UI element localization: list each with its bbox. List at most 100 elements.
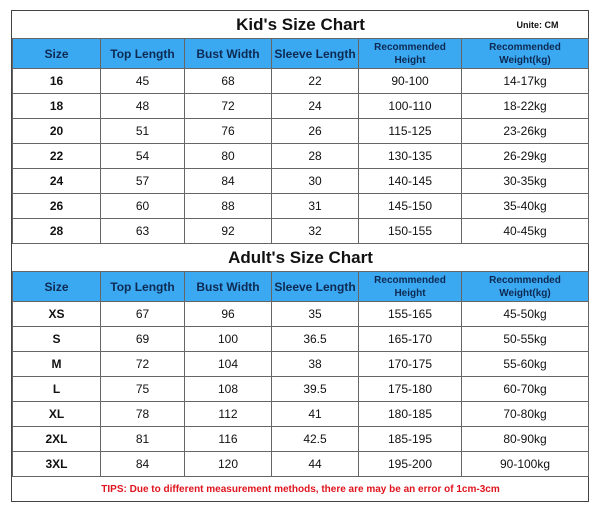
title-text: Kid's Size Chart bbox=[236, 14, 365, 34]
tips-row: TIPS: Due to different measurement metho… bbox=[12, 476, 589, 501]
data-cell: 60 bbox=[100, 193, 185, 219]
data-cell: 170-175 bbox=[358, 351, 462, 377]
header-cell: Sleeve Length bbox=[271, 38, 359, 69]
data-cell: 195-200 bbox=[358, 451, 462, 477]
data-cell: 72 bbox=[100, 351, 185, 377]
data-row: S 69 100 36.5 165-170 50-55kg bbox=[12, 326, 590, 352]
data-cell: 69 bbox=[100, 326, 185, 352]
header-text: Bust Width bbox=[196, 46, 260, 61]
data-cell: 38 bbox=[271, 351, 359, 377]
header-row: Size Top Length Bust Width Sleeve Length Rec… bbox=[12, 38, 590, 69]
data-cell: 63 bbox=[100, 218, 185, 244]
data-cell: 3XL bbox=[12, 451, 101, 477]
data-row: 26 60 88 31 145-150 35-40kg bbox=[12, 193, 590, 219]
data-cell: 45-50kg bbox=[460, 301, 590, 327]
data-cell: 50-55kg bbox=[460, 326, 590, 352]
data-cell: 112 bbox=[184, 401, 272, 427]
data-cell: 75 bbox=[100, 376, 185, 402]
data-cell: 90-100 bbox=[358, 68, 462, 94]
header-cell: Bust Width bbox=[184, 38, 272, 69]
data-cell: 70-80kg bbox=[460, 401, 590, 427]
data-cell: 55-60kg bbox=[460, 351, 590, 377]
data-cell: 104 bbox=[184, 351, 272, 377]
data-cell: XL bbox=[12, 401, 101, 427]
header-text: Top Length bbox=[110, 46, 175, 61]
data-cell: 45 bbox=[100, 68, 185, 94]
data-cell: 100 bbox=[184, 326, 272, 352]
header-text: Bust Width bbox=[196, 279, 260, 294]
header-cell: Recommended Height bbox=[358, 271, 462, 302]
data-cell: 22 bbox=[271, 68, 359, 94]
header-text: Top Length bbox=[110, 279, 175, 294]
unit-label: Unite: CM bbox=[516, 20, 559, 30]
data-cell: 18-22kg bbox=[460, 93, 590, 119]
data-cell: 48 bbox=[100, 93, 185, 119]
data-cell: 67 bbox=[100, 301, 185, 327]
data-cell: 35-40kg bbox=[460, 193, 590, 219]
data-cell: 22 bbox=[12, 143, 101, 169]
data-cell: 90-100kg bbox=[460, 451, 590, 477]
data-row: 18 48 72 24 100-110 18-22kg bbox=[12, 93, 590, 119]
data-cell: 14-17kg bbox=[460, 68, 590, 94]
data-cell: 84 bbox=[184, 168, 272, 194]
data-cell: 26 bbox=[12, 193, 101, 219]
table-body: Kid's Size Chart Unite: CM Size Top Length B… bbox=[12, 11, 590, 501]
data-cell: 41 bbox=[271, 401, 359, 427]
data-row: M 72 104 38 170-175 55-60kg bbox=[12, 351, 590, 377]
data-cell: 26 bbox=[271, 118, 359, 144]
header-text: Recommended Weight(kg) bbox=[489, 274, 561, 299]
data-cell: 60-70kg bbox=[460, 376, 590, 402]
data-cell: 24 bbox=[271, 93, 359, 119]
data-row: 28 63 92 32 150-155 40-45kg bbox=[12, 218, 590, 244]
data-cell: 76 bbox=[184, 118, 272, 144]
data-cell: 57 bbox=[100, 168, 185, 194]
data-cell: 39.5 bbox=[271, 376, 359, 402]
data-cell: 80 bbox=[184, 143, 272, 169]
data-cell: 26-29kg bbox=[460, 143, 590, 169]
header-text: Recommended Height bbox=[374, 274, 446, 299]
header-text: Sleeve Length bbox=[274, 46, 356, 61]
data-cell: 78 bbox=[100, 401, 185, 427]
data-cell: 51 bbox=[100, 118, 185, 144]
data-cell: 32 bbox=[271, 218, 359, 244]
data-cell: XS bbox=[12, 301, 101, 327]
data-cell: 18 bbox=[12, 93, 101, 119]
section-title: Kid's Size Chart Unite: CM bbox=[12, 11, 589, 39]
data-cell: 92 bbox=[184, 218, 272, 244]
data-cell: 54 bbox=[100, 143, 185, 169]
data-cell: 140-145 bbox=[358, 168, 462, 194]
data-cell: 145-150 bbox=[358, 193, 462, 219]
data-row: L 75 108 39.5 175-180 60-70kg bbox=[12, 376, 590, 402]
title-row: Kid's Size Chart Unite: CM bbox=[12, 11, 589, 39]
data-cell: 68 bbox=[184, 68, 272, 94]
header-text: Recommended Height bbox=[374, 41, 446, 66]
data-cell: S bbox=[12, 326, 101, 352]
data-cell: 28 bbox=[271, 143, 359, 169]
data-row: 22 54 80 28 130-135 26-29kg bbox=[12, 143, 590, 169]
data-cell: 24 bbox=[12, 168, 101, 194]
data-cell: 88 bbox=[184, 193, 272, 219]
data-cell: 20 bbox=[12, 118, 101, 144]
header-cell: Recommended Weight(kg) bbox=[460, 38, 590, 69]
header-cell: Size bbox=[12, 271, 101, 302]
data-row: 2XL 81 116 42.5 185-195 80-90kg bbox=[12, 426, 590, 452]
data-cell: 180-185 bbox=[358, 401, 462, 427]
data-cell: 30 bbox=[271, 168, 359, 194]
data-row: XL 78 112 41 180-185 70-80kg bbox=[12, 401, 590, 427]
header-row: Size Top Length Bust Width Sleeve Length Rec… bbox=[12, 271, 590, 302]
header-cell: Top Length bbox=[100, 38, 185, 69]
data-cell: 30-35kg bbox=[460, 168, 590, 194]
header-cell: Sleeve Length bbox=[271, 271, 359, 302]
header-cell: Top Length bbox=[100, 271, 185, 302]
header-text: Size bbox=[44, 46, 69, 61]
data-cell: 175-180 bbox=[358, 376, 462, 402]
data-cell: 116 bbox=[184, 426, 272, 452]
data-cell: 2XL bbox=[12, 426, 101, 452]
data-cell: 80-90kg bbox=[460, 426, 590, 452]
data-cell: 108 bbox=[184, 376, 272, 402]
title-text: Adult's Size Chart bbox=[228, 247, 373, 267]
header-cell: Size bbox=[12, 38, 101, 69]
header-text: Size bbox=[44, 279, 69, 294]
data-cell: 100-110 bbox=[358, 93, 462, 119]
